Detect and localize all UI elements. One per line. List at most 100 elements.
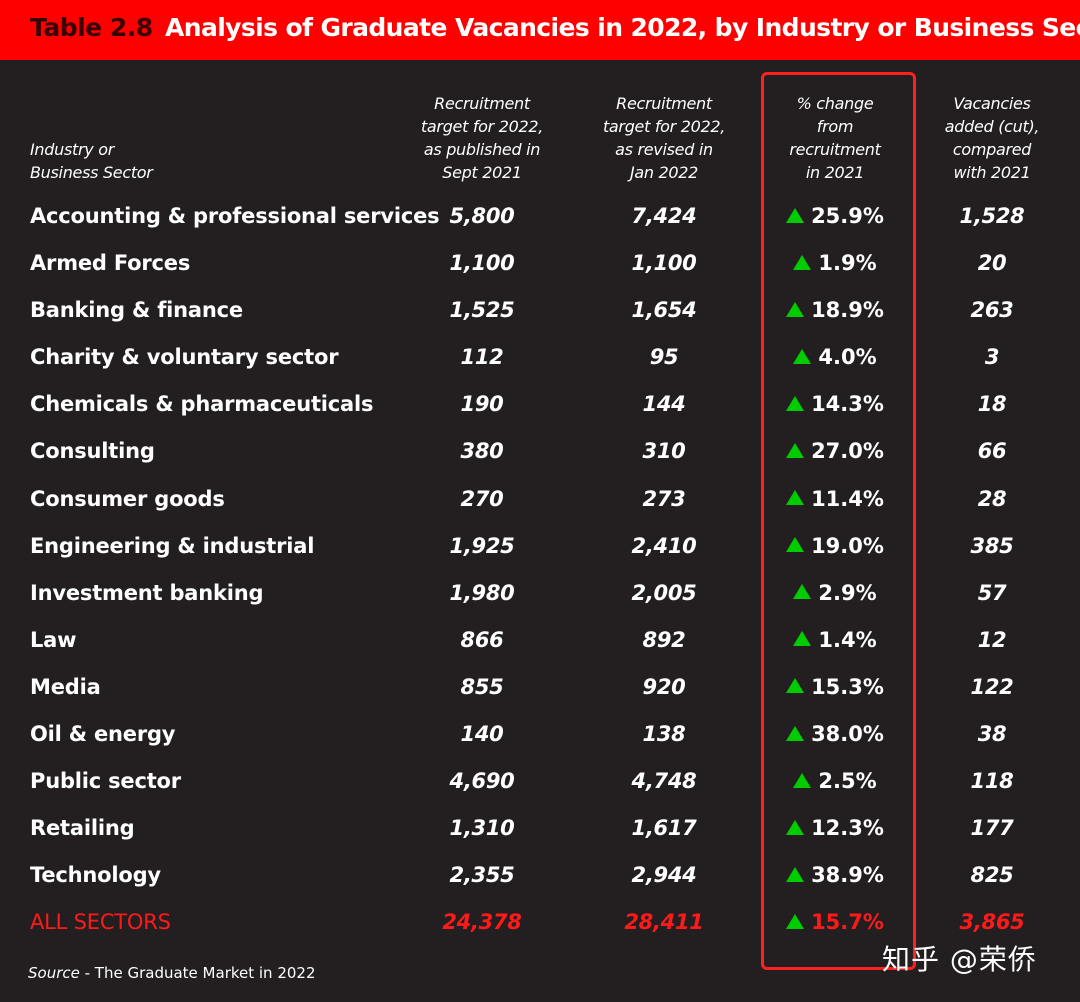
sector-cell: Banking & finance (30, 298, 243, 323)
change-value: 2.9% (818, 580, 877, 605)
source-note: Source - The Graduate Market in 2022 (28, 964, 316, 982)
published-cell: 24,378 (442, 910, 522, 935)
added-cell: 28 (977, 486, 1007, 511)
sector-cell: Charity & voluntary sector (30, 345, 339, 370)
header-line: target for 2022, (602, 117, 726, 136)
header-sector-line: Industry or (30, 140, 114, 159)
sector-cell: Technology (30, 863, 161, 888)
header-line: Jan 2022 (629, 163, 699, 182)
sector-cell: Public sector (30, 769, 181, 794)
up-arrow-icon (786, 678, 805, 694)
sector-cell: Oil & energy (30, 722, 176, 747)
change-value: 19.0% (811, 533, 884, 558)
change-cell: 18.9% (765, 287, 905, 334)
change-value: 11.4% (811, 486, 884, 511)
total-row: ALL SECTORS 24,378 28,411 15.7% 3,865 (0, 899, 1080, 946)
header-published: Recruitment target for 2022, as publishe… (402, 92, 562, 184)
revised-cell: 892 (642, 627, 686, 652)
revised-cell: 4,748 (631, 769, 697, 794)
sector-cell: Consulting (30, 439, 155, 464)
up-arrow-icon (793, 254, 812, 270)
change-value: 4.0% (818, 345, 877, 370)
published-cell: 2,355 (449, 863, 515, 888)
sector-cell: Retailing (30, 816, 135, 841)
added-cell: 3,865 (959, 910, 1025, 935)
published-cell: 1,100 (449, 251, 515, 276)
published-cell: 4,690 (449, 769, 515, 794)
up-arrow-icon (786, 913, 805, 929)
change-cell: 25.9% (765, 193, 905, 240)
source-text: - The Graduate Market in 2022 (79, 964, 316, 982)
sector-cell: Armed Forces (30, 251, 191, 276)
table-row: Oil & energy 140 138 38.0% 38 (0, 711, 1080, 758)
table-row: Media 855 920 15.3% 122 (0, 664, 1080, 711)
added-cell: 66 (977, 439, 1007, 464)
table-row: Engineering & industrial 1,925 2,410 19.0% 3… (0, 523, 1080, 570)
change-value: 38.0% (811, 722, 884, 747)
sector-cell: Investment banking (30, 580, 264, 605)
header-line: % change (796, 94, 874, 113)
change-cell: 14.3% (765, 381, 905, 428)
table-body: Accounting & professional services 5,800 7… (0, 193, 1080, 947)
change-cell: 19.0% (765, 523, 905, 570)
table-row: Charity & voluntary sector 112 95 4.0% 3 (0, 334, 1080, 381)
revised-cell: 95 (649, 345, 679, 370)
header-line: in 2021 (805, 163, 865, 182)
revised-cell: 310 (642, 439, 686, 464)
added-cell: 385 (970, 533, 1014, 558)
sector-cell: Law (30, 627, 77, 652)
table-row: Public sector 4,690 4,748 2.5% 118 (0, 758, 1080, 805)
up-arrow-icon (786, 207, 805, 223)
title-banner: Table 2.8 Analysis of Graduate Vacancies… (0, 0, 1080, 60)
header-line: target for 2022, (420, 117, 544, 136)
change-value: 2.5% (818, 769, 877, 794)
sector-cell: Media (30, 674, 101, 699)
revised-cell: 144 (642, 392, 686, 417)
added-cell: 122 (970, 674, 1014, 699)
revised-cell: 1,100 (631, 251, 697, 276)
change-cell: 15.7% (765, 899, 905, 946)
header-line: as published in (423, 140, 541, 159)
sector-cell: Engineering & industrial (30, 533, 315, 558)
up-arrow-icon (793, 772, 812, 788)
added-cell: 118 (970, 769, 1014, 794)
revised-cell: 28,411 (624, 910, 704, 935)
up-arrow-icon (793, 584, 812, 600)
revised-cell: 1,617 (631, 816, 697, 841)
added-cell: 18 (977, 392, 1007, 417)
change-cell: 2.9% (765, 570, 905, 617)
header-change: % change from recruitment in 2021 (765, 92, 905, 184)
header-line: Vacancies (953, 94, 1031, 113)
up-arrow-icon (786, 819, 805, 835)
table-row: Investment banking 1,980 2,005 2.9% 57 (0, 570, 1080, 617)
change-cell: 1.9% (765, 240, 905, 287)
published-cell: 1,980 (449, 580, 515, 605)
change-value: 27.0% (811, 439, 884, 464)
change-value: 25.9% (811, 204, 884, 228)
revised-cell: 2,005 (631, 580, 697, 605)
sector-cell: Consumer goods (30, 486, 225, 511)
published-cell: 5,800 (449, 204, 515, 228)
revised-cell: 920 (642, 674, 686, 699)
change-cell: 38.9% (765, 852, 905, 899)
table-number: Table 2.8 (30, 13, 153, 42)
up-arrow-icon (786, 442, 805, 458)
change-cell: 12.3% (765, 805, 905, 852)
change-cell: 27.0% (765, 428, 905, 475)
published-cell: 380 (460, 439, 504, 464)
change-cell: 38.0% (765, 711, 905, 758)
table-row: Chemicals & pharmaceuticals 190 144 14.3% 18 (0, 381, 1080, 428)
added-cell: 12 (977, 627, 1007, 652)
header-line: compared (952, 140, 1032, 159)
header-line: from (816, 117, 854, 136)
change-value: 12.3% (811, 816, 884, 841)
published-cell: 1,525 (449, 298, 515, 323)
up-arrow-icon (786, 866, 805, 882)
change-cell: 11.4% (765, 476, 905, 523)
source-label: Source (28, 964, 80, 982)
table-row: Retailing 1,310 1,617 12.3% 177 (0, 805, 1080, 852)
revised-cell: 138 (642, 722, 686, 747)
revised-cell: 273 (642, 486, 686, 511)
change-value: 15.7% (811, 910, 884, 935)
added-cell: 825 (970, 863, 1014, 888)
